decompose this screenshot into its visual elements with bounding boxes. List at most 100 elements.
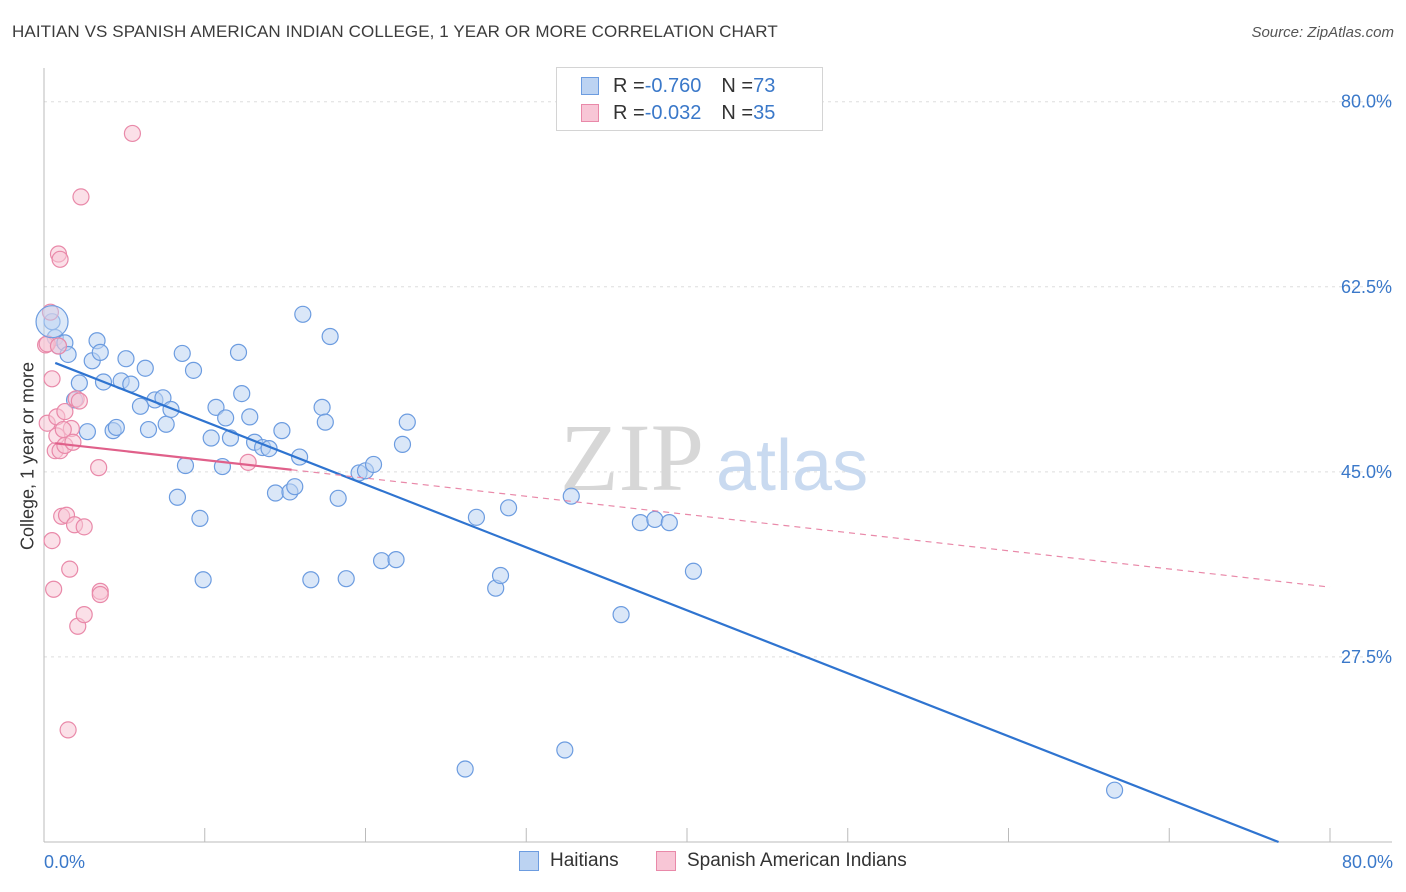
stats-legend: R = -0.760 N = 73 R = -0.032 N = 35 — [556, 67, 823, 131]
y-tick-labels: 27.5% 45.0% 62.5% 80.0% — [1341, 92, 1392, 667]
y-axis-label: College, 1 year or more — [17, 361, 38, 551]
haitians-point — [168, 488, 187, 506]
haitians-point — [646, 510, 664, 529]
spanish-american-indians-point — [45, 580, 63, 598]
haitians-point — [191, 509, 209, 527]
spanish-american-indians-point — [59, 721, 77, 739]
legend-n-value: 73 — [753, 74, 776, 97]
spanish-american-indians-point — [75, 606, 93, 624]
series-legend-label-spanish-american-indians: Spanish American Indians — [687, 850, 907, 871]
haitians-point — [316, 413, 334, 431]
haitians-point — [1105, 781, 1124, 799]
haitians-point — [660, 514, 678, 532]
haitians-point — [612, 606, 630, 624]
haitians-point — [131, 397, 150, 415]
trend-lines — [54, 361, 1331, 844]
chart-title: HAITIAN VS SPANISH AMERICAN INDIAN COLLE… — [12, 22, 778, 41]
series-legend-spanish-american-indians[interactable]: Spanish American Indians — [656, 850, 907, 872]
haitians-point — [321, 327, 339, 346]
legend-r-label: R = — [613, 101, 645, 124]
haitians-point — [241, 408, 259, 426]
spanish-american-indians-point — [91, 585, 109, 604]
haitians-point — [266, 484, 285, 502]
legend-n-value: 35 — [753, 101, 776, 124]
spanish-american-indians-point — [43, 370, 61, 388]
legend-swatch-spanish-american-indians — [581, 104, 599, 122]
watermark-atlas: atlas — [716, 426, 868, 506]
y-tick-label: 62.5% — [1341, 277, 1392, 297]
haitians-point — [499, 499, 518, 517]
haitians-point — [70, 374, 88, 392]
legend-r-value: -0.032 — [644, 101, 702, 124]
haitians-trend-line — [54, 361, 1279, 844]
haitians-cluster-point — [35, 305, 69, 339]
legend-r-value: -0.760 — [644, 74, 702, 97]
legend-swatch-haitians — [581, 77, 599, 95]
haitians-point — [202, 429, 220, 447]
spanish-american-indians-trend-line — [55, 442, 292, 471]
y-tick-label: 80.0% — [1341, 92, 1392, 112]
spanish-american-indians-point — [90, 459, 108, 477]
spanish-american-indians-point — [43, 532, 61, 550]
spanish-american-indians-point — [61, 560, 79, 578]
spanish-american-indians-point — [51, 250, 69, 268]
haitians-point — [229, 343, 248, 361]
legend-row-haitians: R = -0.760 N = 73 — [581, 73, 775, 99]
haitians-point — [456, 760, 474, 778]
haitians-point — [233, 385, 251, 403]
haitians-point — [117, 350, 135, 368]
chart-source: Source: ZipAtlas.com — [1251, 24, 1394, 41]
haitians-point — [398, 413, 416, 431]
haitians-point — [329, 489, 347, 507]
haitians-point — [157, 415, 175, 433]
x-tick-label-min: 0.0% — [44, 852, 86, 872]
haitians-point — [387, 551, 405, 569]
spanish-american-indians-point — [70, 392, 88, 410]
haitians-point — [302, 571, 320, 589]
legend-row-spanish-american-indians: R = -0.032 N = 35 — [581, 100, 775, 126]
haitians-point — [173, 344, 191, 363]
haitians-point — [556, 741, 574, 759]
haitians-point — [631, 514, 649, 532]
spanish-american-indians-point — [56, 402, 74, 421]
spanish-american-indians-point — [123, 124, 142, 143]
haitians-point — [393, 435, 412, 453]
haitians-point — [139, 420, 158, 439]
haitians-point — [372, 552, 391, 570]
watermark-zip: ZIP — [560, 404, 704, 511]
x-tick-label-max: 80.0% — [1341, 852, 1393, 872]
legend-n-label: N = — [721, 101, 754, 124]
series-legend-label-haitians: Haitians — [550, 850, 619, 871]
gridlines — [44, 101, 1392, 658]
haitians-point — [364, 455, 383, 474]
spanish-american-indians-point — [75, 518, 93, 536]
haitians-point — [491, 566, 510, 585]
haitians-point — [273, 422, 291, 440]
haitians-point — [184, 361, 203, 379]
haitians-point — [684, 562, 703, 580]
y-tick-label: 27.5% — [1341, 647, 1392, 667]
haitians-point — [286, 478, 304, 496]
spanish-american-indians-point — [239, 453, 257, 471]
series-legend-swatch-spanish-american-indians — [656, 851, 676, 871]
haitians-point — [337, 570, 355, 588]
haitians-point — [313, 398, 331, 416]
haitians-point — [107, 418, 125, 437]
haitians-point — [467, 508, 486, 526]
legend-n-label: N = — [721, 74, 754, 97]
series-legend-haitians[interactable]: Haitians — [519, 850, 619, 872]
haitians-point — [194, 571, 212, 589]
spanish-american-indians-point — [54, 420, 72, 439]
haitians-point — [136, 359, 154, 377]
legend-r-label: R = — [613, 74, 645, 97]
series-legend-swatch-haitians — [519, 851, 539, 871]
data-points — [35, 124, 1124, 799]
haitians-point — [162, 400, 180, 419]
haitians-point — [562, 487, 580, 505]
haitians-point — [217, 409, 235, 427]
spanish-american-indians-point — [49, 337, 68, 355]
spanish-american-indians-point — [72, 188, 90, 206]
axes — [43, 68, 1392, 843]
spanish-american-indians-trend-extension — [291, 469, 1331, 588]
